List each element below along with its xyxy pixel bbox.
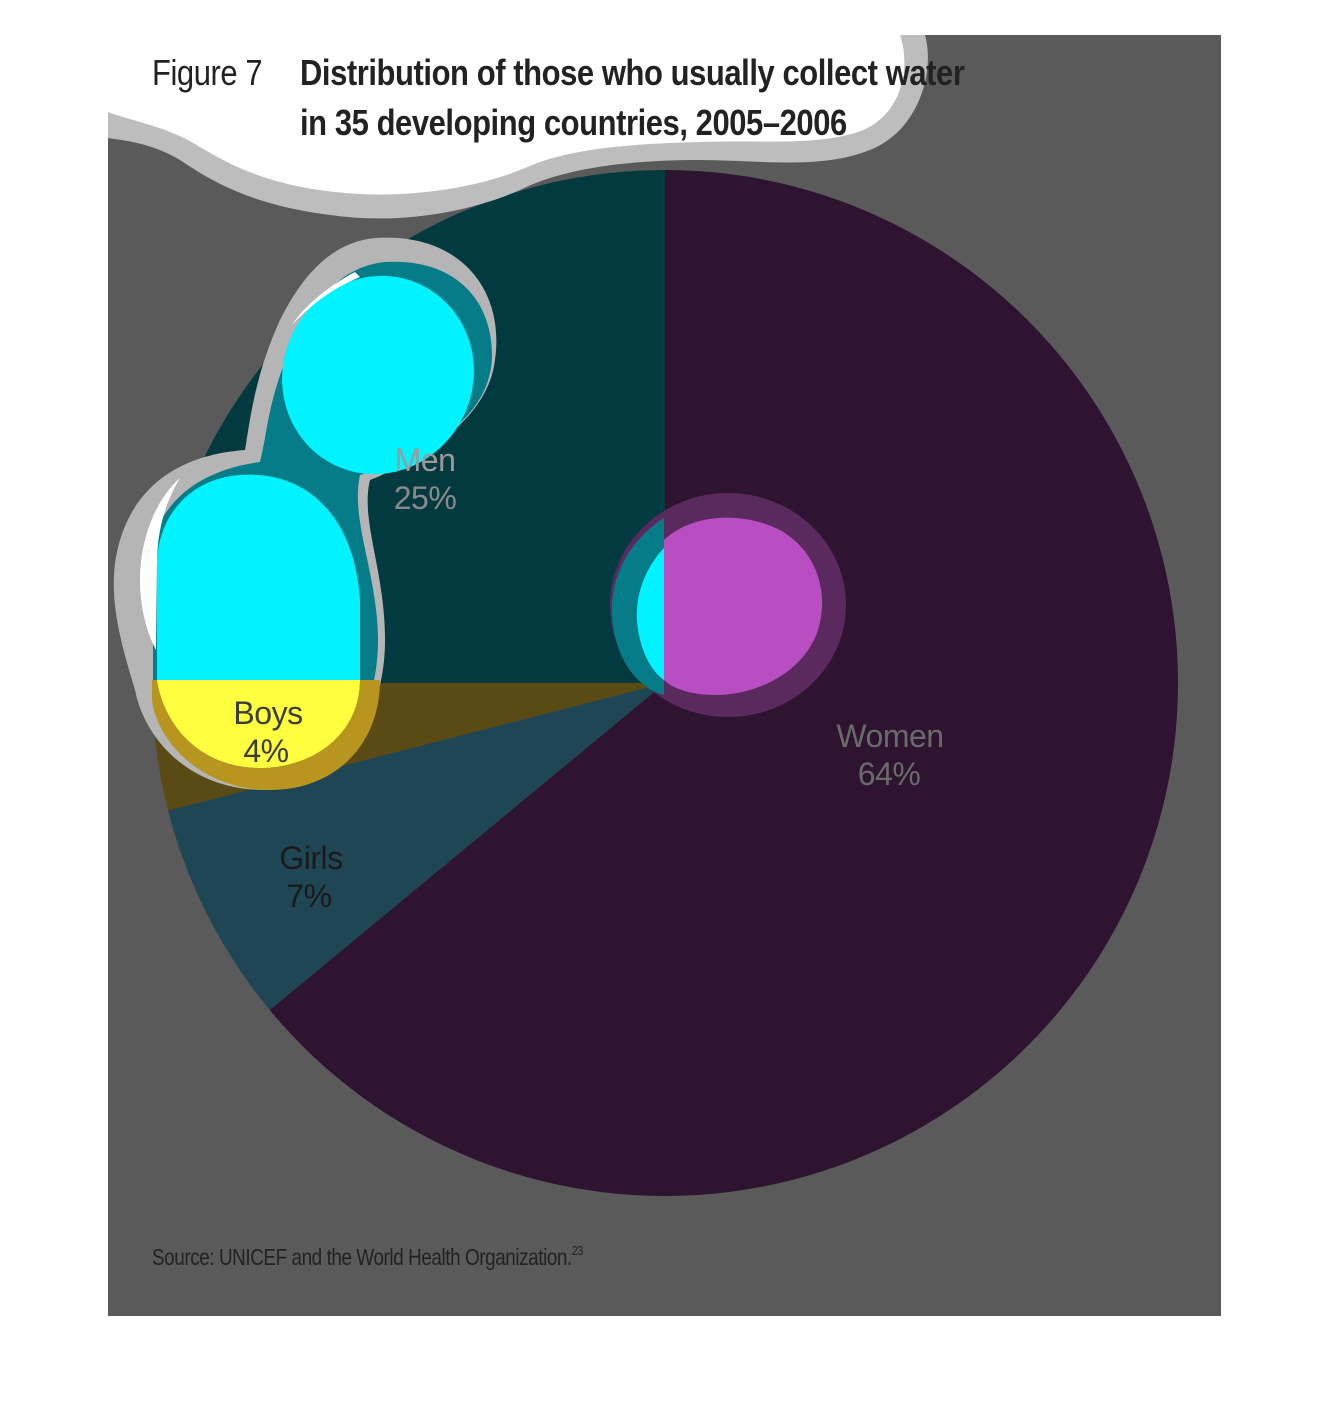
figure-label: Figure 7 (152, 52, 263, 93)
label-men-name: Men (395, 442, 456, 478)
label-boys-name: Boys (233, 695, 302, 731)
label-girls-value: 7% (286, 878, 331, 914)
center-dot-magenta (664, 517, 823, 695)
source-text: Source: UNICEF and the World Health Orga… (152, 1244, 572, 1270)
yellow-ring (152, 680, 380, 790)
label-men-value: 25% (394, 480, 457, 516)
title-cloud (108, 35, 905, 195)
figure-title-block: Figure 7 Distribution of those who usual… (152, 48, 1132, 143)
decorative-illustration (108, 35, 928, 790)
cyan-head-blob (282, 275, 474, 475)
white-highlight (140, 478, 180, 650)
label-girls-name: Girls (279, 840, 342, 876)
source-note: Source: UNICEF and the World Health Orga… (152, 1243, 583, 1271)
white-highlight-top (292, 272, 360, 325)
pie-slice-girls (168, 683, 665, 1010)
cyan-body-blob (157, 474, 360, 680)
yellow-blob (157, 680, 360, 769)
label-women-name: Women (836, 718, 943, 754)
center-dot-cyan (636, 548, 664, 680)
label-boys-value: 4% (243, 733, 288, 769)
chart-title: Distribution of those who usually collec… (300, 52, 965, 143)
label-women-value: 64% (858, 756, 921, 792)
source-reference: 23 (571, 1243, 583, 1258)
